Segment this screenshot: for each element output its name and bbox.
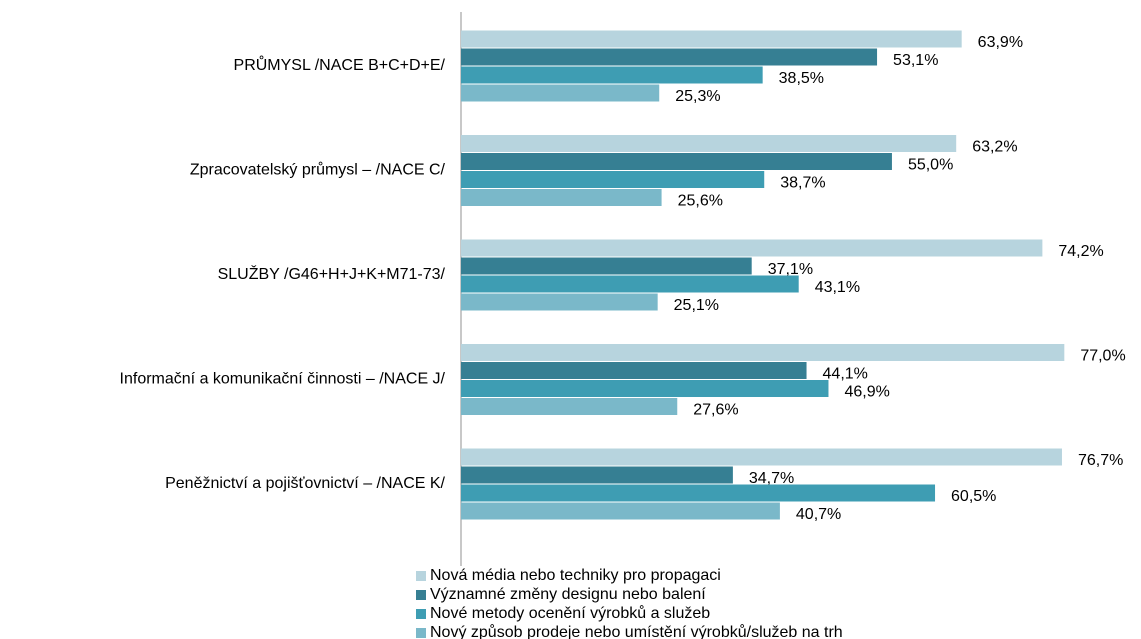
legend-label: Významné změny designu nebo balení xyxy=(430,586,706,603)
value-label: 76,7% xyxy=(1078,452,1123,469)
value-label: 63,9% xyxy=(978,34,1023,51)
legend-label: Nový způsob prodeje nebo umístění výrobk… xyxy=(430,623,843,639)
value-label: 53,1% xyxy=(893,52,938,69)
bar xyxy=(461,171,765,188)
value-label: 55,0% xyxy=(908,157,953,174)
bar xyxy=(461,466,733,484)
legend-label: Nová média nebo techniky pro propagaci xyxy=(430,567,721,584)
value-label: 34,7% xyxy=(749,470,794,487)
value-label: 43,1% xyxy=(815,279,860,296)
value-label: 38,5% xyxy=(779,70,824,87)
legend-swatch xyxy=(416,590,426,600)
bar xyxy=(461,153,892,170)
value-label: 37,1% xyxy=(768,261,813,278)
bar xyxy=(461,48,878,66)
legend-label: Nové metody ocenění výrobků a služeb xyxy=(430,604,710,622)
bar xyxy=(461,293,658,311)
value-label: 63,2% xyxy=(972,139,1017,156)
value-label: 77,0% xyxy=(1080,348,1125,365)
bar xyxy=(461,275,799,293)
bar xyxy=(461,257,752,275)
category-label: SLUŽBY /G46+H+J+K+M71-73/ xyxy=(218,264,446,283)
bar xyxy=(461,189,662,206)
category-label: PRŮMYSL /NACE B+C+D+E/ xyxy=(234,55,446,74)
value-label: 44,1% xyxy=(823,366,868,383)
category-label: Zpracovatelský průmysl – /NACE C/ xyxy=(190,161,446,179)
bar xyxy=(461,380,829,397)
value-label: 74,2% xyxy=(1058,243,1103,260)
category-label: Informační a komunikační činnosti – /NAC… xyxy=(120,371,446,388)
value-label: 27,6% xyxy=(693,402,738,419)
value-label: 40,7% xyxy=(796,506,841,523)
legend-swatch xyxy=(416,628,426,638)
bar xyxy=(461,344,1065,361)
bar xyxy=(461,502,780,520)
legend-swatch xyxy=(416,571,426,581)
bar xyxy=(461,135,957,152)
value-label: 60,5% xyxy=(951,488,996,505)
bar xyxy=(461,484,936,502)
value-label: 25,6% xyxy=(678,193,723,210)
value-label: 46,9% xyxy=(844,384,889,401)
bar xyxy=(461,362,807,379)
bar xyxy=(461,30,962,48)
value-label: 38,7% xyxy=(780,175,825,192)
bar xyxy=(461,398,678,415)
category-label: Peněžnictví a pojišťovnictví – /NACE K/ xyxy=(165,475,445,492)
value-label: 25,1% xyxy=(674,297,719,314)
bar xyxy=(461,239,1043,257)
bar xyxy=(461,84,660,102)
bar xyxy=(461,448,1062,466)
value-label: 25,3% xyxy=(675,88,720,105)
legend-swatch xyxy=(416,609,426,619)
bar xyxy=(461,66,763,84)
